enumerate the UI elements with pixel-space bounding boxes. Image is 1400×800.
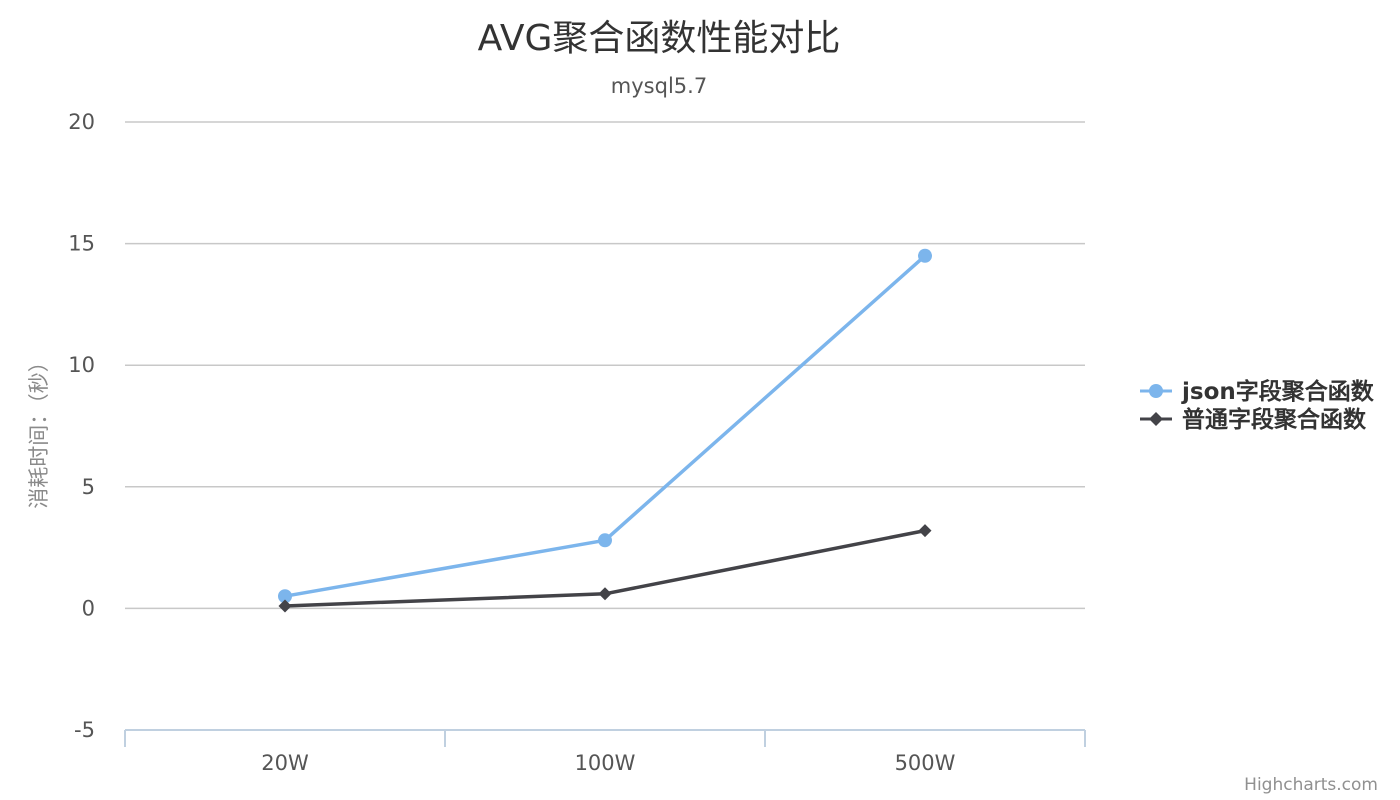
y-tick-label: 5 bbox=[82, 475, 95, 499]
x-axis-ticks: 20W 100W 500W bbox=[261, 751, 955, 775]
y-tick-label: 0 bbox=[82, 596, 95, 620]
y-tick-label: 20 bbox=[68, 110, 95, 134]
legend-item-normal[interactable]: 普通字段聚合函数 bbox=[1140, 406, 1367, 433]
x-tick-label: 20W bbox=[261, 751, 309, 775]
legend-label-normal: 普通字段聚合函数 bbox=[1182, 406, 1367, 433]
data-point[interactable] bbox=[598, 587, 612, 601]
legend: json字段聚合函数 普通字段聚合函数 bbox=[1140, 378, 1375, 433]
y-axis-ticks: 20 15 10 5 0 -5 bbox=[68, 110, 95, 742]
chart-subtitle: mysql5.7 bbox=[611, 74, 707, 98]
data-point[interactable] bbox=[918, 248, 932, 263]
legend-marker-json bbox=[1149, 384, 1163, 398]
y-tick-label: 15 bbox=[68, 232, 95, 256]
credits-link[interactable]: Highcharts.com bbox=[1244, 775, 1378, 795]
y-tick-label: -5 bbox=[74, 718, 95, 742]
legend-marker-normal bbox=[1149, 412, 1163, 426]
legend-item-json[interactable]: json字段聚合函数 bbox=[1140, 378, 1375, 405]
data-point[interactable] bbox=[278, 599, 292, 613]
y-tick-label: 10 bbox=[68, 353, 95, 377]
data-point[interactable] bbox=[598, 533, 612, 548]
chart-title: AVG聚合函数性能对比 bbox=[478, 18, 841, 59]
x-tick-label: 100W bbox=[575, 751, 636, 775]
legend-label-json: json字段聚合函数 bbox=[1181, 378, 1375, 405]
series-group bbox=[278, 248, 932, 613]
data-point[interactable] bbox=[918, 524, 932, 538]
data-point[interactable] bbox=[278, 589, 292, 604]
x-tick-label: 500W bbox=[895, 751, 956, 775]
y-axis-label: 消耗时间：（秒） bbox=[27, 351, 51, 509]
x-axis bbox=[124, 729, 1086, 747]
